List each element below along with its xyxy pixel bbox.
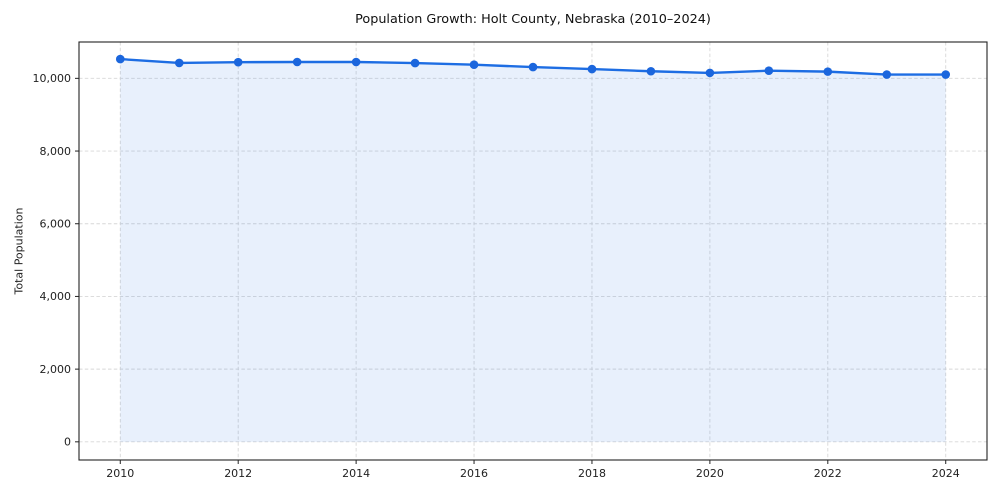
- data-point-marker: [941, 70, 951, 79]
- data-point-marker: [705, 68, 715, 78]
- data-point-marker: [528, 62, 538, 72]
- data-point-marker: [882, 70, 892, 79]
- data-point-marker: [292, 57, 302, 67]
- x-tick-label: 2018: [578, 467, 606, 480]
- data-point-marker: [587, 64, 597, 74]
- data-point-marker: [823, 67, 833, 76]
- y-tick-label: 4,000: [40, 290, 72, 303]
- x-tick-label: 2024: [932, 467, 960, 480]
- x-tick-label: 2022: [814, 467, 842, 480]
- y-tick-label: 10,000: [33, 72, 72, 85]
- x-tick-label: 2012: [224, 467, 252, 480]
- data-point-marker: [646, 66, 656, 76]
- y-tick-label: 0: [64, 436, 71, 449]
- plot-border: [78, 41, 988, 461]
- data-point-marker: [764, 66, 774, 76]
- y-tick-label: 2,000: [40, 363, 72, 376]
- data-point-marker: [115, 54, 125, 64]
- y-tick-label: 6,000: [40, 218, 72, 231]
- x-tick-label: 2010: [106, 467, 134, 480]
- area-fill: [120, 59, 946, 442]
- chart-title: Population Growth: Holt County, Nebraska…: [355, 12, 711, 27]
- data-point-marker: [469, 60, 479, 70]
- y-tick-label: 8,000: [40, 145, 72, 158]
- data-point-marker: [351, 57, 361, 67]
- x-tick-label: 2020: [696, 467, 724, 480]
- data-point-marker: [174, 58, 184, 68]
- x-tick-label: 2016: [460, 467, 488, 480]
- x-tick-label: 2014: [342, 467, 370, 480]
- data-point-marker: [233, 57, 243, 67]
- data-point-marker: [410, 58, 420, 68]
